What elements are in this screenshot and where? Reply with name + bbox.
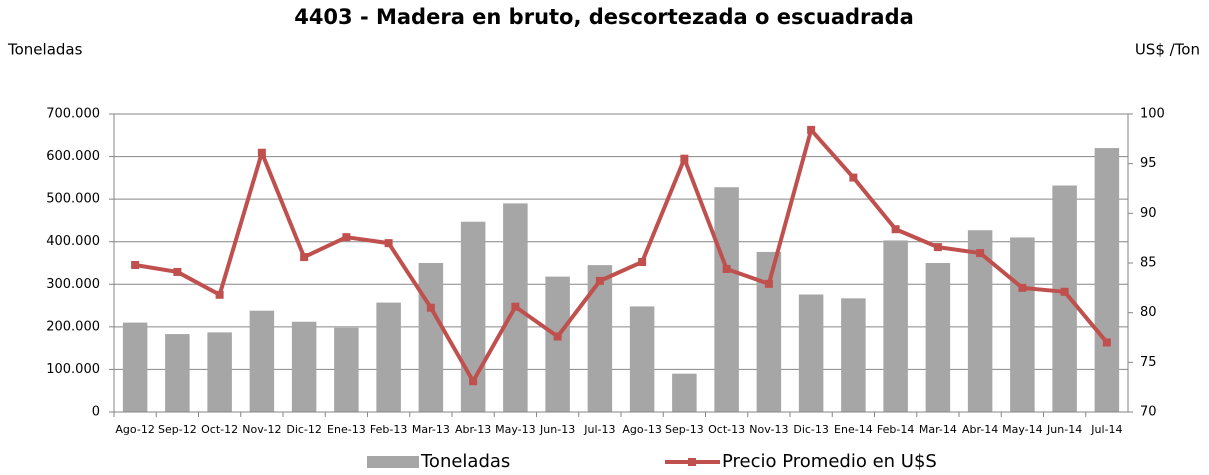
x-tick-label: Abr-14: [962, 423, 998, 436]
price-marker: [1018, 283, 1027, 292]
x-tick-label: Nov-12: [242, 423, 281, 436]
bar: [714, 187, 739, 412]
bar: [122, 322, 148, 412]
bar: [249, 310, 275, 412]
price-marker: [257, 148, 266, 157]
x-tick-label: Oct-13: [708, 423, 745, 436]
x-tick-label: Dic-13: [793, 423, 829, 436]
y2-tick-label: 95: [1140, 156, 1157, 171]
x-tick-label: Ene-14: [834, 423, 873, 436]
x-tick-label: Ago-12: [115, 423, 154, 436]
y-tick-label: 100.000: [46, 362, 100, 377]
x-tick-label: May-13: [495, 423, 536, 436]
bar: [334, 327, 359, 412]
price-marker: [300, 253, 309, 262]
x-tick-label: Dic-12: [286, 423, 322, 436]
price-marker: [342, 233, 351, 242]
x-tick-label: Nov-13: [749, 423, 788, 436]
bar: [967, 230, 993, 412]
bar: [1094, 148, 1120, 413]
bar: [545, 276, 570, 412]
legend-swatch: [367, 456, 419, 468]
y-tick-label: 600.000: [46, 149, 100, 164]
price-marker: [1060, 287, 1069, 296]
price-marker: [976, 249, 985, 258]
price-marker: [469, 377, 478, 386]
x-tick-label: Abr-13: [455, 423, 491, 436]
bar: [291, 321, 317, 412]
x-tick-label: Jun-13: [539, 423, 575, 436]
bar: [207, 332, 232, 412]
chart-title: 4403 - Madera en bruto, descortezada o e…: [294, 5, 914, 29]
price-marker: [849, 173, 858, 182]
y-tick-label: 200.000: [46, 319, 100, 334]
price-marker: [933, 243, 942, 252]
price-marker: [680, 154, 689, 163]
price-marker: [553, 332, 562, 341]
bar: [672, 373, 697, 412]
bar: [756, 251, 782, 412]
x-tick-label: Sep-13: [665, 423, 704, 436]
x-tick-label: Ene-13: [327, 423, 366, 436]
bar: [587, 265, 613, 412]
bar: [165, 334, 190, 412]
y-tick-label: 500.000: [46, 192, 100, 207]
bar: [1010, 237, 1035, 412]
x-tick-label: Jul-14: [1090, 423, 1122, 436]
x-tick-label: Sep-12: [158, 423, 197, 436]
bar: [376, 302, 401, 412]
price-marker: [511, 302, 520, 311]
price-marker: [426, 303, 435, 312]
bar: [418, 263, 444, 412]
x-tick-label: Ago-13: [622, 423, 661, 436]
x-tick-label: Jul-13: [583, 423, 615, 436]
x-tick-label: Feb-14: [877, 423, 914, 436]
price-marker: [384, 239, 393, 248]
y-axis-title: Toneladas: [7, 41, 83, 59]
price-line: [134, 127, 1109, 384]
x-tick-label: Jun-14: [1046, 423, 1082, 436]
y2-tick-label: 90: [1140, 206, 1157, 221]
bar: [629, 306, 655, 412]
price-marker: [131, 260, 140, 269]
bar: [925, 263, 951, 412]
x-tick-label: Feb-13: [370, 423, 407, 436]
x-tick-label: Mar-14: [919, 423, 957, 436]
y-tick-label: 0: [92, 405, 100, 420]
price-marker: [173, 267, 182, 276]
legend-marker: [688, 458, 696, 466]
x-tick-label: May-14: [1002, 423, 1043, 436]
price-marker: [807, 125, 816, 134]
bar: [1052, 185, 1077, 412]
price-marker: [215, 290, 224, 299]
bar: [883, 240, 908, 412]
x-tick-label: Oct-12: [201, 423, 238, 436]
y2-tick-label: 100: [1140, 107, 1165, 122]
y2-tick-label: 85: [1140, 256, 1157, 271]
price-marker: [1102, 338, 1111, 347]
y-tick-label: 400.000: [46, 234, 100, 249]
price-marker: [891, 225, 900, 234]
legend-label: Toneladas: [420, 451, 510, 472]
y2-tick-label: 70: [1140, 405, 1157, 420]
bar: [841, 298, 866, 412]
y-tick-label: 300.000: [46, 277, 100, 292]
y-tick-label: 700.000: [46, 107, 100, 122]
x-tick-label: Mar-13: [412, 423, 450, 436]
y2-tick-label: 80: [1140, 305, 1157, 320]
y2-axis-title: US$ /Ton: [1135, 41, 1200, 59]
bar: [798, 294, 824, 412]
price-marker: [764, 279, 773, 288]
price-marker: [638, 258, 647, 267]
price-marker: [722, 264, 731, 273]
legend-label: Precio Promedio en U$S: [722, 451, 937, 472]
price-marker: [595, 276, 604, 285]
y2-tick-label: 75: [1140, 355, 1157, 370]
